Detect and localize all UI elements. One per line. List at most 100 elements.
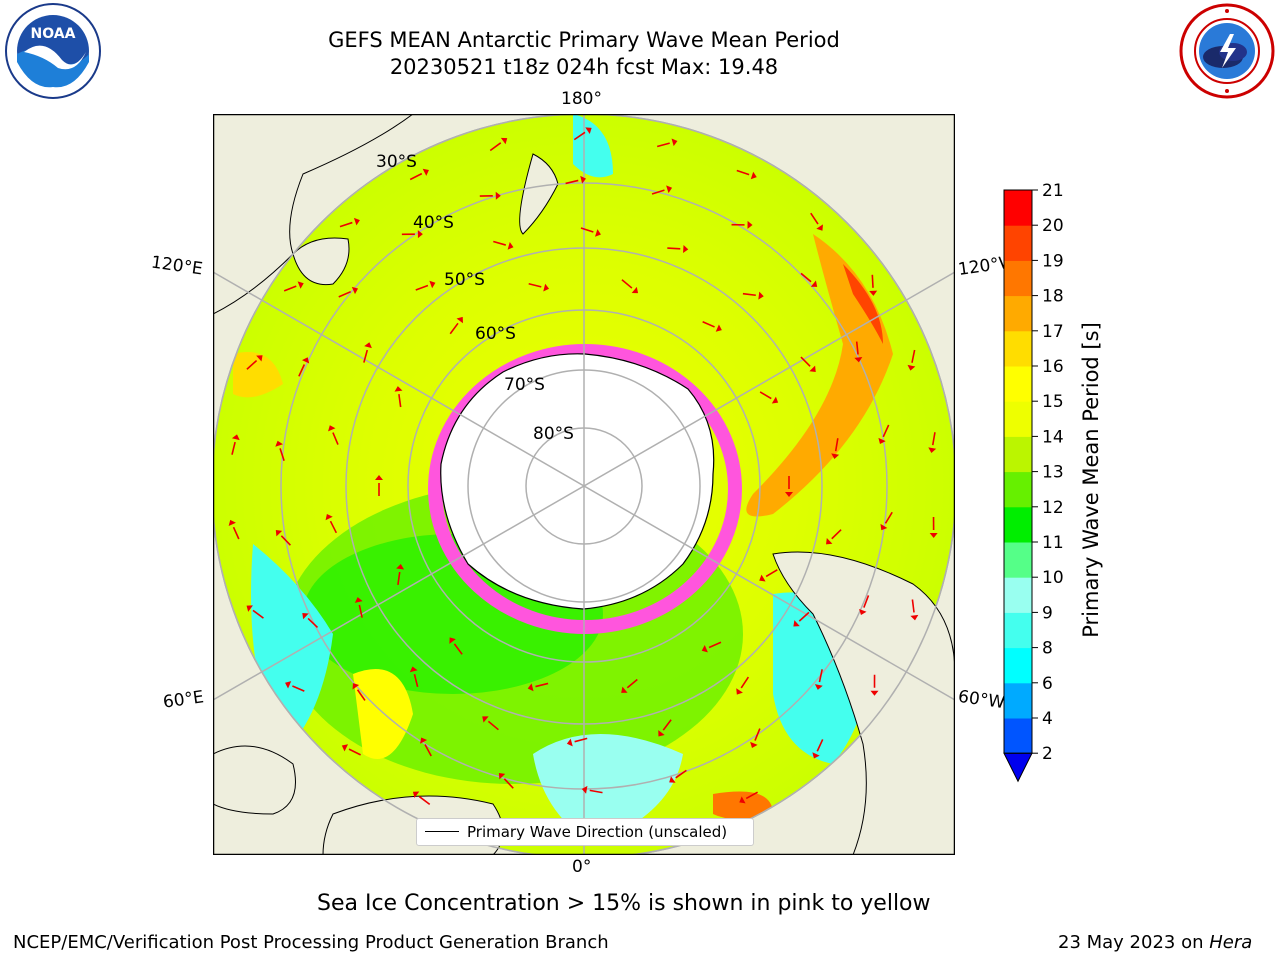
wave-arrow-shaft [329, 520, 338, 534]
colorbar-segment [1004, 225, 1032, 261]
noaa-logo: NOAA [4, 2, 102, 100]
lat-label-80s: 80°S [533, 424, 574, 444]
wave-arrow-head [658, 730, 665, 737]
lon-label-60e: 60°E [161, 687, 206, 713]
wave-arrow-shaft [415, 284, 429, 291]
period-zone-orange-west [233, 352, 283, 398]
wave-arrow-shaft [246, 359, 258, 370]
wave-arrow-head [495, 191, 501, 200]
colorbar-segment [1004, 718, 1032, 754]
wave-arrow-shaft [528, 282, 542, 288]
wave-arrow-head [812, 752, 820, 759]
colorbar-ticks: 2 4 6 8 9 10 11 12 13 14 15 16 17 18 19 20 21 [1032, 181, 1064, 764]
wave-arrow-shaft [621, 279, 633, 289]
colorbar-tick-label: 21 [1042, 181, 1064, 201]
period-zone-red [843, 264, 883, 344]
wave-arrow-shaft [626, 678, 638, 689]
wave-arrow-shaft [662, 719, 672, 731]
wave-arrow-shaft [574, 737, 588, 743]
wave-arrow-shaft [810, 212, 819, 225]
wave-arrow-shaft [871, 274, 874, 288]
wave-arrow-head [736, 688, 743, 695]
lat-label-60s: 60°S [475, 324, 516, 344]
wave-arrow-shaft [280, 535, 291, 546]
wave-arrow-shaft [651, 189, 665, 195]
wave-arrow-shaft [759, 391, 772, 400]
colorbar-tick-label: 18 [1042, 287, 1064, 307]
legend-label: Primary Wave Direction (unscaled) [467, 823, 728, 841]
colorbar-tick-label: 14 [1042, 427, 1064, 447]
wave-arrow-shaft [667, 247, 681, 250]
wave-arrow-head [456, 316, 463, 324]
wave-arrow-head [412, 791, 420, 798]
wave-direction-arrows [228, 127, 938, 845]
wave-arrow-shaft [754, 728, 761, 741]
wave-arrow-shaft [818, 669, 823, 683]
wave-arrow-head [910, 614, 919, 621]
period-zone-orange [746, 234, 893, 517]
footer-host: Hera [1209, 932, 1253, 953]
colorbar-tick-label: 6 [1042, 674, 1053, 694]
wave-arrow-head [621, 686, 628, 693]
lon-label-0: 0° [572, 857, 592, 877]
wave-arrow-head [928, 447, 937, 453]
wave-arrow-head [394, 386, 403, 392]
wave-arrow-shaft [397, 571, 401, 585]
wave-arrow-head [929, 532, 938, 538]
wave-arrow-head [878, 437, 886, 445]
lat-label-40s: 40°S [413, 213, 454, 233]
wave-arrow-shaft [573, 131, 586, 141]
wave-arrow-shaft [363, 349, 369, 363]
wave-arrow-head [285, 681, 292, 689]
colorbar-tick-label: 20 [1042, 216, 1064, 236]
footer-date: 23 May 2023 on [1058, 932, 1210, 953]
map-border [212, 113, 956, 856]
wave-arrow-head [302, 612, 309, 620]
wave-arrow-head [581, 785, 588, 794]
wave-arrow-shaft [409, 172, 423, 181]
wave-arrow-head [793, 620, 800, 627]
sea-ice-caption: Sea Ice Concentration > 15% is shown in … [317, 891, 931, 916]
colorbar-segment [1004, 190, 1032, 226]
colorbar-under-extend [1003, 752, 1033, 783]
wave-arrow-head [246, 605, 253, 612]
colorbar-tick-label: 17 [1042, 322, 1064, 342]
nws-logo [1178, 2, 1276, 100]
wave-arrow-shaft [279, 448, 285, 461]
wave-arrow-head [275, 440, 283, 447]
colorbar-segment [1004, 366, 1032, 402]
wave-arrow-shaft [589, 789, 603, 794]
colorbar-tick-label: 16 [1042, 357, 1064, 377]
colorbar-segment [1004, 401, 1032, 437]
wave-arrow-head [297, 281, 304, 289]
wave-arrow-shaft [487, 720, 499, 731]
wave-arrow-shaft [580, 227, 594, 233]
wave-arrow-shaft [413, 673, 419, 687]
wave-arrow-shaft [931, 432, 936, 446]
wave-arrow-shaft [816, 739, 824, 752]
wave-arrow-shaft [740, 676, 750, 689]
wave-arrow-shaft [882, 424, 890, 438]
wave-arrow-head [417, 230, 423, 239]
wave-arrow-head [585, 127, 592, 134]
wave-arrow-head [275, 530, 283, 537]
wave-arrow-head [409, 666, 418, 673]
south-america-land [772, 551, 955, 855]
lat-label-50s: 50°S [444, 270, 485, 290]
colorbar-segments [1003, 189, 1033, 783]
wave-arrow-shaft [708, 641, 722, 649]
wave-arrow-head [351, 286, 359, 295]
period-zone-yellow [353, 669, 413, 759]
wave-arrow-head [301, 357, 310, 364]
wave-arrow-shaft [798, 611, 810, 622]
wave-arrow-shaft [348, 748, 361, 756]
wave-arrow-shaft [745, 791, 759, 800]
colorbar-tick-label: 12 [1042, 498, 1064, 518]
period-zone-cyan-south [533, 734, 683, 844]
colorbar-segment [1004, 260, 1032, 297]
wave-arrow-head [669, 776, 676, 783]
wave-arrow-head [859, 608, 867, 616]
wave-arrow-head [771, 396, 779, 404]
wave-arrow-shaft [675, 769, 687, 779]
wave-arrow-head [364, 342, 372, 349]
